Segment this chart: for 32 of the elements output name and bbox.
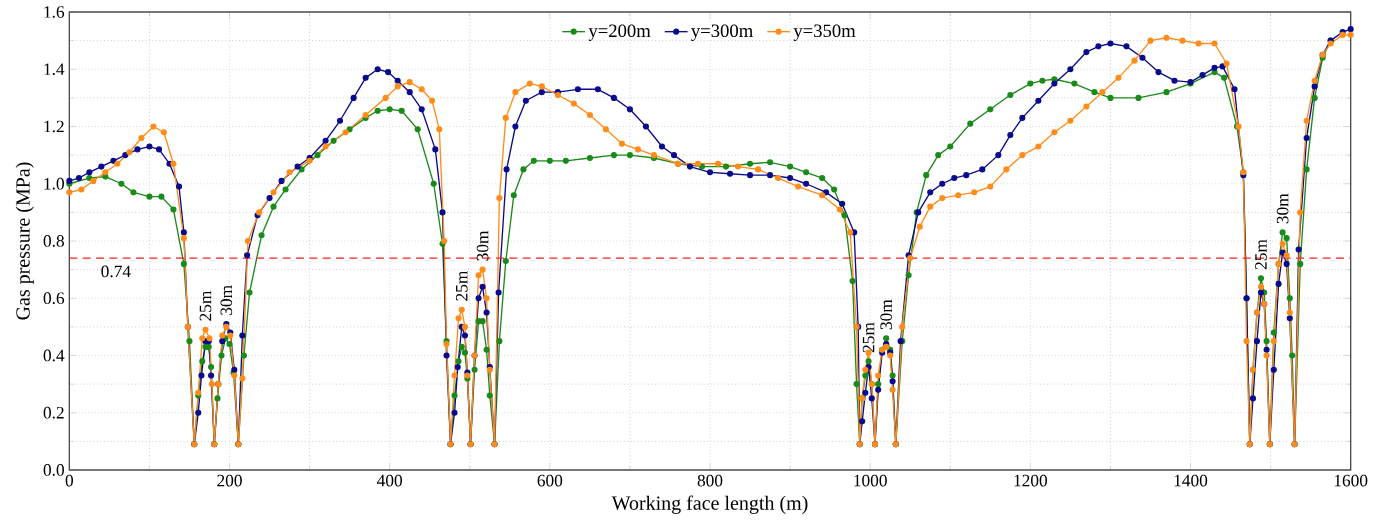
x-tick-label: 400 [377, 474, 403, 487]
annotation: 25m [455, 270, 468, 301]
x-tick-label: 0 [65, 474, 74, 487]
y-axis-title: Gas pressure (MPa) [15, 162, 34, 320]
annotation: 25m [1255, 239, 1267, 270]
annotation: 30m [1276, 193, 1289, 224]
annotation: 30m [476, 230, 489, 261]
x-tick-label: 1000 [854, 474, 887, 487]
x-tick-label: 800 [697, 474, 723, 487]
y-tick-label: 1.0 [44, 177, 64, 190]
y-tick-label: 0.2 [43, 406, 64, 419]
legend-label: y=300m [691, 24, 753, 41]
y-tick-label: 1.6 [44, 6, 65, 18]
x-tick-label: 200 [217, 474, 242, 487]
legend-label: y=350m [793, 24, 856, 41]
y-tick-label: 0.6 [43, 292, 65, 305]
x-tick-label: 600 [537, 474, 563, 487]
x-axis-title: Working face length (m) [611, 495, 808, 514]
y-tick-label: 0.8 [43, 235, 64, 247]
x-tick-label: 1400 [1174, 474, 1208, 487]
annotation: 25m [199, 290, 212, 321]
y-tick-label: 1.2 [44, 120, 64, 133]
x-tick-label: 1600 [1334, 474, 1368, 487]
annotation: 30m [880, 299, 893, 330]
y-tick-label: 0.4 [43, 349, 65, 362]
y-tick-label: 1.4 [44, 63, 65, 76]
ref-line-label: 0.74 [101, 265, 131, 278]
x-tick-label: 1200 [1014, 474, 1048, 487]
annotation: 30m [220, 285, 233, 315]
legend-label: y=200m [588, 24, 651, 41]
annotation: 25m [862, 322, 875, 353]
y-tick-label: 0.0 [43, 464, 64, 476]
